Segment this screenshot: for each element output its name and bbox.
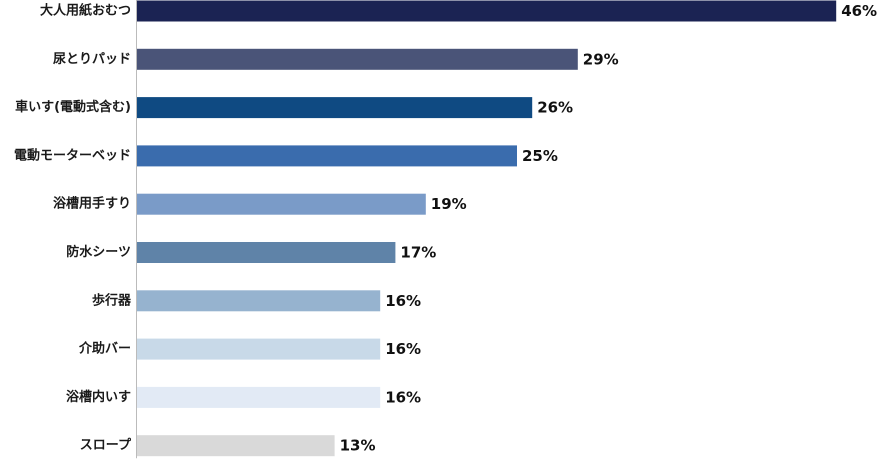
value-label-4: 25% [522, 147, 558, 165]
category-label-5: 浴槽用手すり [53, 196, 131, 212]
value-label-7: 16% [385, 292, 421, 310]
value-label-8: 16% [385, 340, 421, 358]
category-label-3: 車いす(電動式含む) [15, 99, 131, 115]
bar-4 [137, 145, 517, 167]
category-label-9: 浴槽内いす [66, 389, 131, 405]
value-label-3: 26% [537, 99, 573, 117]
bar-5 [137, 193, 426, 215]
bars-group [137, 0, 837, 457]
category-label-7: 歩行器 [92, 292, 132, 308]
value-label-9: 16% [385, 388, 421, 406]
bar-3 [137, 97, 533, 119]
bar-9 [137, 386, 381, 408]
category-label-2: 尿とりパッド [53, 52, 131, 67]
value-labels-group: 46% 29% 26% 25% 19% 17% 16% 16% 16% 13% [340, 2, 878, 455]
bar-7 [137, 290, 381, 312]
value-label-2: 29% [583, 50, 619, 68]
bar-8 [137, 338, 381, 360]
category-label-8: 介助バー [78, 341, 131, 357]
value-label-6: 17% [400, 244, 436, 262]
bar-6 [137, 242, 396, 263]
value-label-1: 46% [841, 2, 877, 20]
category-label-10: スロープ [80, 438, 132, 453]
category-label-4: 電動モーターベッド [14, 147, 131, 163]
category-label-6: 防水シーツ [66, 244, 131, 260]
bar-2 [137, 48, 578, 70]
value-label-10: 13% [340, 437, 376, 455]
value-label-5: 19% [431, 195, 467, 213]
bar-10 [137, 435, 335, 457]
category-label-1: 大人用紙おむつ [40, 3, 131, 19]
bar-1 [137, 0, 837, 22]
